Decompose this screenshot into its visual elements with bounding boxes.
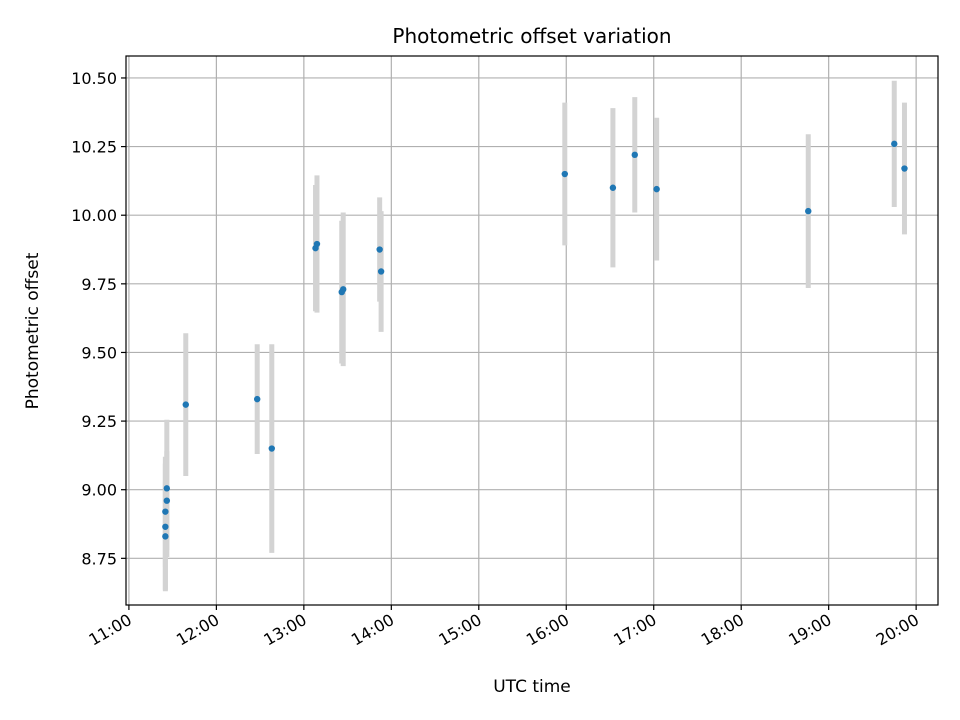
plot-frame xyxy=(125,55,939,606)
y-tick-label: 9.50 xyxy=(81,343,117,362)
y-tick-label: 10.25 xyxy=(71,138,117,157)
data-point xyxy=(377,268,385,275)
data-point xyxy=(162,508,169,515)
data-point xyxy=(163,485,171,492)
data-point xyxy=(901,165,908,172)
data-point xyxy=(254,395,261,403)
data-point xyxy=(182,401,189,408)
data-point xyxy=(268,445,275,452)
x-axis-label: UTC time xyxy=(493,677,571,697)
y-tick-label: 10.50 xyxy=(71,69,117,88)
data-point xyxy=(609,184,617,191)
y-tick-label: 9.00 xyxy=(81,481,117,500)
data-point xyxy=(340,286,347,293)
chart-title: Photometric offset variation xyxy=(392,24,671,48)
y-tick-label: 9.25 xyxy=(81,412,117,431)
data-point xyxy=(653,185,660,193)
data-point xyxy=(805,207,812,215)
data-point xyxy=(376,246,383,253)
data-points xyxy=(162,140,908,540)
data-point xyxy=(891,140,898,148)
y-axis-label: Photometric offset xyxy=(23,252,43,409)
data-point xyxy=(162,523,169,530)
data-point xyxy=(313,240,321,248)
y-tick-label: 9.75 xyxy=(81,275,117,294)
data-point xyxy=(631,151,638,159)
data-point xyxy=(163,497,171,504)
y-tick-label: 8.75 xyxy=(81,549,117,568)
data-point xyxy=(162,533,169,540)
y-tick-label: 10.00 xyxy=(71,206,117,225)
data-point xyxy=(561,170,569,178)
